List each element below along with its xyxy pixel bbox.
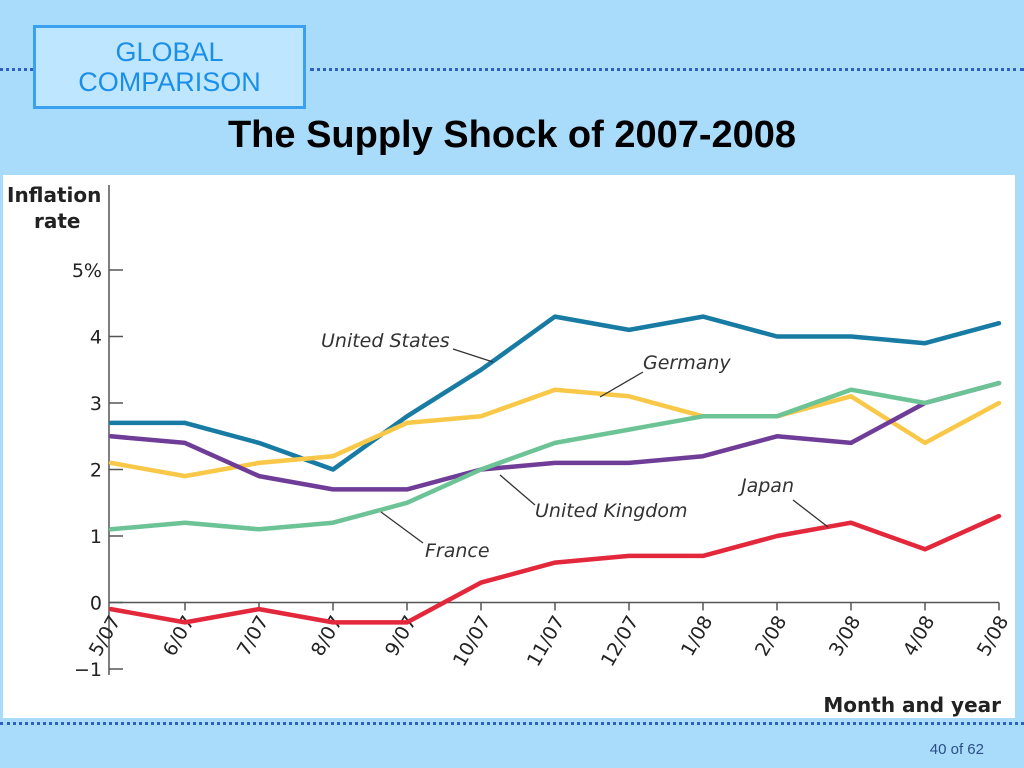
series-leader-line (599, 371, 644, 398)
x-tick-label: 2/08 (751, 612, 791, 660)
x-tick-label: 1/08 (677, 612, 717, 660)
x-tick-label: 11/07 (523, 612, 569, 670)
x-tick-label: 4/08 (899, 612, 939, 660)
x-axis-label: Month and year (823, 693, 1001, 717)
y-tick-label: 3 (90, 393, 102, 415)
dotted-rule-left (0, 68, 33, 71)
chart-panel: Inflation rate Month and year 5% 4 3 2 1 0 −1 5… (3, 175, 1015, 718)
series-label: United Kingdom (535, 500, 688, 522)
y-tick-label: −1 (74, 659, 102, 681)
y-tick-label: 4 (90, 327, 102, 349)
dotted-rule-bottom (0, 722, 1024, 725)
series-label: United States (321, 330, 450, 352)
x-tick-label: 5/07 (85, 612, 125, 660)
x-tick-label: 3/08 (825, 612, 865, 660)
badge-line-2: COMPARISON (78, 67, 261, 97)
x-tick-label: 10/07 (449, 612, 495, 670)
global-comparison-badge: GLOBAL COMPARISON (33, 25, 306, 109)
series-leader-line (792, 499, 829, 528)
x-tick-label: 5/08 (973, 612, 1013, 660)
badge-line-1: GLOBAL (115, 37, 224, 67)
series-label: Germany (643, 352, 731, 374)
series-label: France (425, 540, 490, 562)
x-tick-label: 12/07 (597, 612, 643, 670)
series-leader-line (380, 511, 424, 544)
dotted-rule-right (310, 68, 1024, 71)
series-line-japan (108, 513, 1002, 625)
y-tick-label: 5% (72, 260, 102, 282)
series-line-united-states (108, 314, 1002, 472)
x-tick-label: 7/07 (233, 612, 273, 660)
series-label: Japan (737, 475, 794, 497)
y-tick-label: 0 (90, 593, 102, 615)
y-axis-label-line-2: rate (34, 209, 80, 233)
series-line-france (108, 380, 1002, 532)
page-number: 40 of 62 (929, 741, 984, 758)
series-line-germany (108, 387, 1002, 479)
y-tick-label: 1 (90, 526, 102, 548)
series-leader-line (499, 474, 536, 506)
y-axis-label-line-1: Inflation (7, 183, 101, 207)
y-tick-label: 2 (90, 460, 102, 482)
inflation-chart: Inflation rate Month and year 5%43210−15… (7, 183, 1013, 717)
series-line-united-kingdom (108, 380, 1002, 492)
slide-title: The Supply Shock of 2007-2008 (227, 114, 797, 156)
series-leader-line (452, 348, 494, 363)
